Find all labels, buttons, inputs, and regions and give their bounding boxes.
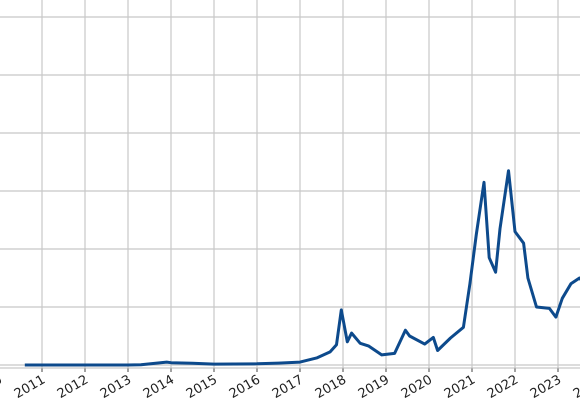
x-tick-label: 2023 [528,372,564,402]
x-tick-label: 2013 [98,372,134,402]
x-tick-label: 2017 [270,372,306,402]
x-tick-label: 2024 [571,372,580,402]
x-tick-label: 2020 [399,372,435,402]
x-tick-label: 2015 [184,372,220,402]
price-line [24,169,580,367]
x-tick-label: 2012 [55,372,91,402]
x-tick-label: 2019 [356,372,392,402]
x-tick-label: 2011 [12,372,48,402]
x-tick-label: 2018 [313,372,349,402]
x-tick-label: 2010 [0,372,5,402]
x-tick-label: 2016 [227,372,263,402]
x-tick-label: 2022 [485,372,521,402]
x-tick-label: 2014 [141,372,177,402]
x-tick-label: 2021 [442,372,478,402]
